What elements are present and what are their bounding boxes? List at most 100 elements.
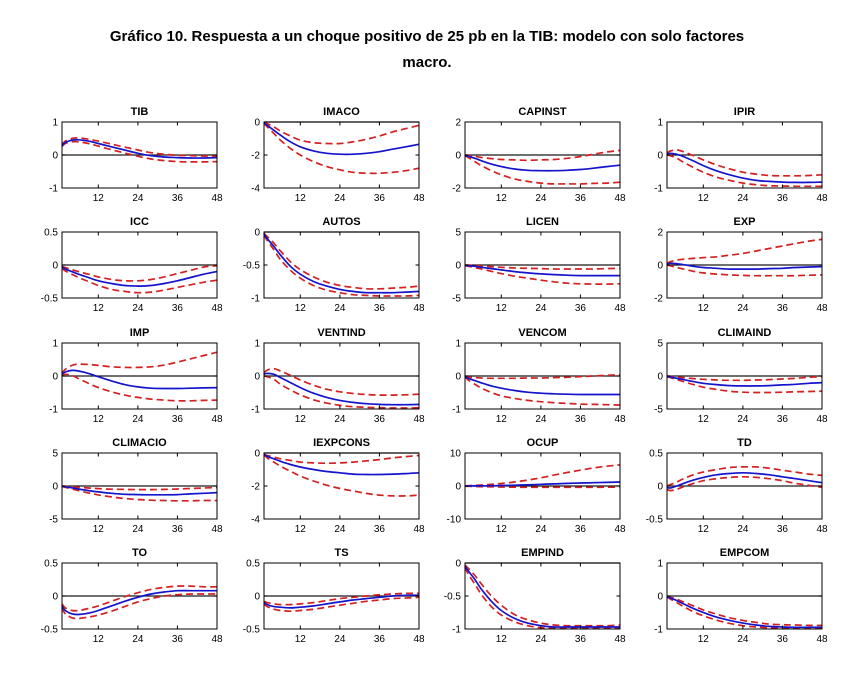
y-tick-label: -5 xyxy=(49,514,58,525)
y-tick-label: -1 xyxy=(49,184,58,195)
subplot-title: TIB xyxy=(131,106,149,118)
upper-band xyxy=(263,453,419,464)
x-tick-label: 36 xyxy=(776,193,788,204)
upper-band xyxy=(666,595,822,627)
x-tick-label: 24 xyxy=(334,414,346,425)
upper-band xyxy=(61,585,218,612)
y-tick-label: 1 xyxy=(52,338,58,349)
y-tick-label: -1 xyxy=(251,404,260,415)
figure-title-line2: macro. xyxy=(402,54,452,71)
x-tick-label: 24 xyxy=(535,414,547,425)
x-tick-label: 36 xyxy=(776,414,788,425)
x-tick-label: 24 xyxy=(334,303,346,314)
y-tick-label: -1 xyxy=(452,404,461,415)
x-tick-label: 24 xyxy=(132,524,144,535)
subplot-empind: EMPIND 0 -0.5 -1 12 24 36 48 xyxy=(444,547,626,645)
y-tick-label: 1 xyxy=(455,338,461,349)
x-tick-label: 48 xyxy=(211,634,223,645)
x-tick-label: 36 xyxy=(373,193,385,204)
y-tick-label: -2 xyxy=(251,481,260,492)
x-tick-label: 48 xyxy=(413,524,425,535)
subplot-title: TS xyxy=(334,547,348,559)
lower-band xyxy=(262,454,419,497)
y-tick-label: 0 xyxy=(52,371,58,382)
x-tick-label: 24 xyxy=(535,193,547,204)
upper-band xyxy=(61,350,218,374)
x-tick-label: 36 xyxy=(373,524,385,535)
subplot-autos: AUTOS 0 -0.5 -1 12 24 36 48 xyxy=(242,216,424,314)
response-line xyxy=(464,264,620,277)
x-tick-label: 24 xyxy=(535,634,547,645)
x-tick-label: 24 xyxy=(334,524,346,535)
x-tick-label: 48 xyxy=(816,414,828,425)
x-tick-label: 36 xyxy=(172,634,184,645)
x-tick-label: 12 xyxy=(496,414,508,425)
subplot-ventind: VENTIND 1 0 -1 12 24 36 48 xyxy=(251,327,425,425)
y-tick-label: 0.5 xyxy=(246,559,260,570)
x-tick-label: 12 xyxy=(496,303,508,314)
y-tick-label: 0 xyxy=(254,592,260,603)
x-tick-label: 36 xyxy=(172,303,184,314)
subplot-title: IEXPCONS xyxy=(313,437,370,449)
x-tick-label: 12 xyxy=(697,303,709,314)
y-tick-label: 0 xyxy=(455,371,461,382)
y-tick-label: 0 xyxy=(657,371,663,382)
x-tick-label: 36 xyxy=(172,524,184,535)
x-tick-label: 48 xyxy=(211,524,223,535)
x-tick-label: 48 xyxy=(614,524,626,535)
y-tick-label: 0 xyxy=(52,481,58,492)
x-tick-label: 12 xyxy=(697,634,709,645)
y-tick-label: 0 xyxy=(52,151,58,162)
upper-band xyxy=(464,373,621,379)
response-line xyxy=(61,138,218,159)
subplot-title: ICC xyxy=(130,216,149,228)
lower-band xyxy=(666,264,822,277)
x-tick-label: 48 xyxy=(211,193,223,204)
x-tick-label: 24 xyxy=(132,303,144,314)
lower-band xyxy=(263,374,419,409)
y-tick-label: -1 xyxy=(452,625,461,636)
subplot-title: IMACO xyxy=(323,106,360,118)
x-tick-label: 12 xyxy=(294,524,306,535)
y-tick-label: 1 xyxy=(254,338,260,349)
response-line xyxy=(666,471,822,489)
x-tick-label: 12 xyxy=(294,634,306,645)
y-tick-label: -1 xyxy=(654,184,663,195)
x-tick-label: 12 xyxy=(496,524,508,535)
x-tick-label: 12 xyxy=(294,193,306,204)
upper-band xyxy=(262,367,419,396)
y-tick-label: -0.5 xyxy=(645,514,663,525)
response-line xyxy=(666,152,822,184)
y-tick-label: 1 xyxy=(52,118,58,129)
response-line xyxy=(61,266,218,288)
x-tick-label: 12 xyxy=(93,414,105,425)
subplot-title: LICEN xyxy=(526,216,559,228)
subplot-title: TO xyxy=(132,547,148,559)
lower-band xyxy=(464,567,621,630)
response-line xyxy=(262,233,419,294)
x-tick-label: 36 xyxy=(776,303,788,314)
y-tick-label: 0 xyxy=(455,261,461,272)
y-tick-label: -4 xyxy=(251,184,260,195)
y-tick-label: 0 xyxy=(254,448,260,459)
y-tick-label: -0.5 xyxy=(242,261,260,272)
y-tick-label: -0.5 xyxy=(41,294,59,305)
x-tick-label: 24 xyxy=(535,303,547,314)
upper-band xyxy=(61,136,217,157)
subplot-tib: TIB 1 0 -1 12 24 36 48 xyxy=(49,106,223,204)
upper-band xyxy=(61,265,218,283)
y-tick-label: 2 xyxy=(455,118,461,129)
y-tick-label: -2 xyxy=(654,294,663,305)
y-tick-label: -1 xyxy=(654,625,663,636)
subplot-icc: ICC 0.5 0 -0.5 12 24 36 48 xyxy=(41,216,223,314)
subplot-title: CLIMACIO xyxy=(112,437,167,449)
subplot-title: EMPCOM xyxy=(719,547,769,559)
subplot-to: TO 0.5 0 -0.5 12 24 36 48 xyxy=(41,547,223,645)
upper-band xyxy=(665,149,822,177)
y-tick-label: -0.5 xyxy=(444,592,462,603)
upper-band xyxy=(464,264,621,271)
x-tick-label: 48 xyxy=(413,193,425,204)
x-tick-label: 36 xyxy=(575,634,587,645)
